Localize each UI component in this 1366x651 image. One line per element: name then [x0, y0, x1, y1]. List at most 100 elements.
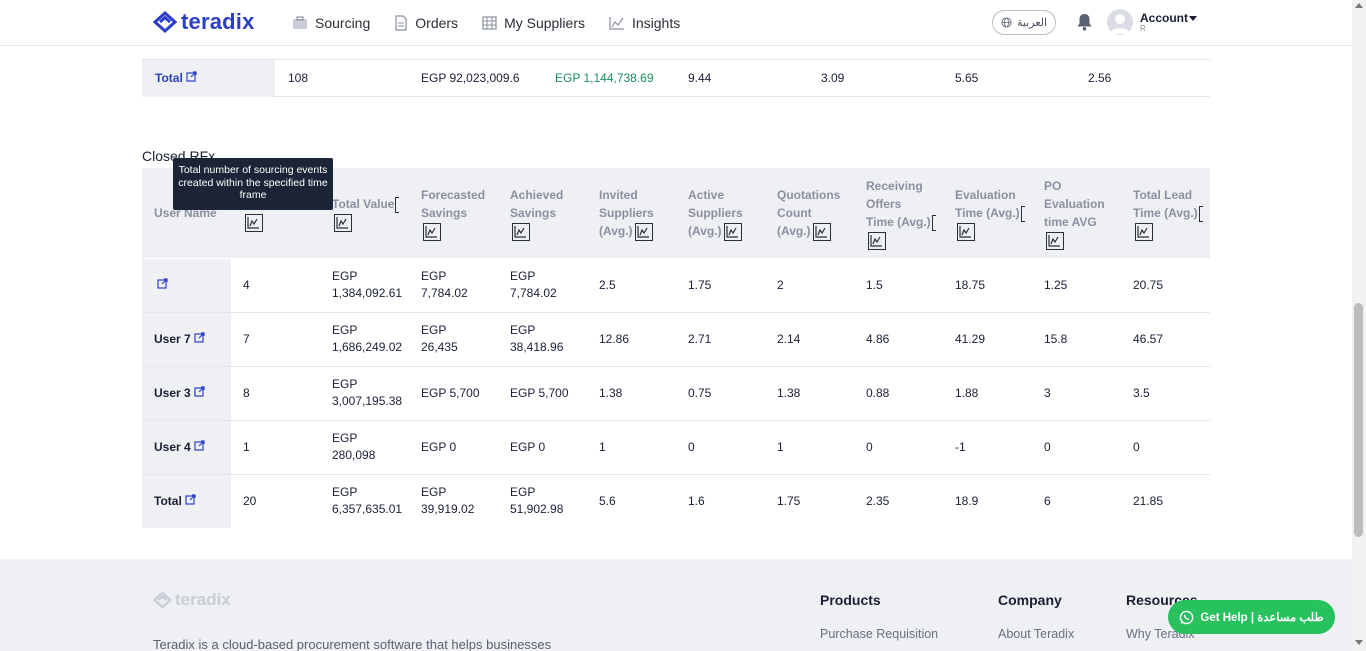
main-nav: Sourcing Orders My Suppliers Insights — [292, 0, 704, 46]
get-help-button[interactable]: Get Help | طلب مساعدة — [1168, 600, 1335, 634]
scroll-up-arrow-icon[interactable] — [1355, 3, 1363, 8]
row-quotations: 2 — [777, 278, 784, 292]
chevron-down-icon[interactable] — [1189, 16, 1197, 21]
row-evaluation: 1.88 — [955, 386, 979, 400]
header-forecasted-2: Savings — [421, 206, 468, 220]
nav-orders-label: Orders — [415, 15, 459, 31]
chart-icon[interactable] — [1135, 222, 1153, 241]
row-user-link[interactable] — [154, 277, 168, 294]
row-value-currency: EGP — [332, 269, 358, 283]
header-count-chart[interactable] — [243, 213, 263, 232]
header-receiving-2: Offers — [866, 197, 902, 211]
avatar[interactable] — [1107, 9, 1133, 35]
row-po: 3 — [1044, 386, 1051, 400]
chart-icon[interactable] — [868, 231, 886, 250]
row-total-value: EGP 280,098 — [332, 430, 375, 464]
row-receiving: 4.86 — [866, 332, 890, 346]
header-po-3: time AVG — [1044, 215, 1097, 229]
row-quotations: 1.38 — [777, 386, 801, 400]
nav-insights[interactable]: Insights — [609, 15, 680, 31]
row-lead: 20.75 — [1133, 278, 1164, 292]
row-user-cell — [142, 367, 231, 420]
prev-total-c5: 9.44 — [688, 71, 712, 85]
table-row: 4 EGP 1,384,092.61 EGP 7,784.02 EGP 7,784.0… — [142, 259, 1210, 313]
external-link-icon — [194, 440, 205, 451]
header-evaluation-1: Evaluation — [955, 188, 1016, 202]
prev-total-c6: 3.09 — [821, 71, 845, 85]
footer-link-purchase-requisition[interactable]: Purchase Requisition — [820, 627, 939, 641]
header-quotations-count: Quotations Count (Avg.) — [777, 186, 840, 241]
language-switch-button[interactable]: العربية — [992, 10, 1056, 35]
row-po: 15.8 — [1044, 332, 1068, 346]
chart-icon[interactable] — [334, 213, 352, 232]
row-lead: 21.85 — [1133, 494, 1164, 508]
row-total-value: EGP 6,357,635.01 — [332, 484, 402, 518]
header-lead-2: Time (Avg.) — [1133, 206, 1198, 220]
scroll-down-arrow-icon[interactable] — [1355, 640, 1363, 645]
teradix-logo[interactable]: teradix — [153, 9, 255, 35]
chart-icon[interactable] — [245, 213, 263, 232]
chart-icon[interactable] — [957, 222, 975, 241]
chart-icon[interactable] — [1046, 231, 1064, 250]
nav-sourcing[interactable]: Sourcing — [292, 15, 370, 31]
row-evaluation: 18.9 — [955, 494, 979, 508]
row-active: 0 — [688, 440, 695, 454]
row-achieved: EGP 7,784.02 — [510, 268, 557, 302]
row-active: 0.75 — [688, 386, 712, 400]
account-menu[interactable]: Account — [1140, 11, 1188, 25]
row-forecast: EGP 39,919.02 — [421, 484, 474, 518]
header-receiving-1: Receiving — [866, 179, 923, 193]
row-po: 6 — [1044, 494, 1051, 508]
row-user-link[interactable]: User 3 — [154, 385, 205, 402]
row-user-link[interactable]: User 7 — [154, 331, 205, 348]
row-achieved: EGP 38,418.96 — [510, 322, 563, 356]
row-user-cell — [142, 421, 231, 474]
row-achieved: EGP 0 — [510, 440, 546, 454]
scrollbar-thumb[interactable] — [1354, 303, 1363, 537]
nav-my-suppliers[interactable]: My Suppliers — [482, 15, 585, 31]
bracket-icon — [931, 214, 936, 231]
prev-total-c8: 2.56 — [1088, 71, 1112, 85]
footer-link-about[interactable]: About Teradix — [998, 627, 1075, 641]
external-link-icon — [194, 332, 205, 343]
prev-total-c7: 5.65 — [955, 71, 979, 85]
row-receiving: 2.35 — [866, 494, 890, 508]
header-invited-2: Suppliers — [599, 206, 654, 220]
header-lead-1: Total Lead — [1133, 188, 1193, 202]
row-value-currency: EGP — [332, 323, 358, 337]
row-user-link[interactable]: User 4 — [154, 439, 205, 456]
row-count: 7 — [243, 332, 250, 346]
row-active: 1.6 — [688, 494, 705, 508]
row-user-cell — [142, 475, 231, 528]
total-label: Total — [155, 71, 183, 85]
row-forecast: EGP 0 — [421, 440, 457, 454]
total-link[interactable]: Total — [155, 71, 197, 85]
teradix-logo-icon — [153, 591, 172, 609]
row-achieved-1: EGP — [510, 269, 536, 283]
row-forecast-2: 7,784.02 — [421, 286, 468, 300]
chart-icon[interactable] — [512, 222, 530, 241]
row-quotations: 1 — [777, 440, 784, 454]
footer-logo[interactable]: teradix — [153, 590, 231, 610]
table-row: User 4 1 EGP 280,098 EGP 0 EGP 0 1 0 1 0 … — [142, 421, 1210, 475]
header-active-suppliers: Active Suppliers (Avg.) — [688, 186, 743, 241]
header-po-1: PO — [1044, 179, 1062, 193]
chart-icon[interactable] — [634, 222, 653, 241]
row-total-link[interactable]: Total — [154, 493, 196, 510]
row-forecast: EGP 5,700 — [421, 386, 480, 400]
chart-icon[interactable] — [423, 222, 441, 241]
globe-icon — [1001, 17, 1012, 28]
row-total-value: EGP 1,686,249.02 — [332, 322, 402, 356]
footer-heading-products: Products — [820, 592, 881, 608]
row-active: 2.71 — [688, 332, 712, 346]
nav-orders[interactable]: Orders — [394, 15, 458, 31]
chart-icon[interactable] — [812, 222, 831, 241]
notifications-button[interactable] — [1076, 13, 1093, 36]
footer — [0, 559, 1352, 651]
row-forecast-2: 39,919.02 — [421, 502, 475, 516]
teradix-logo-icon — [153, 11, 177, 33]
header-evaluation-time: Evaluation Time (Avg.) — [955, 186, 1025, 241]
chart-icon[interactable] — [723, 222, 742, 241]
header-achieved-1: Achieved — [510, 188, 564, 202]
